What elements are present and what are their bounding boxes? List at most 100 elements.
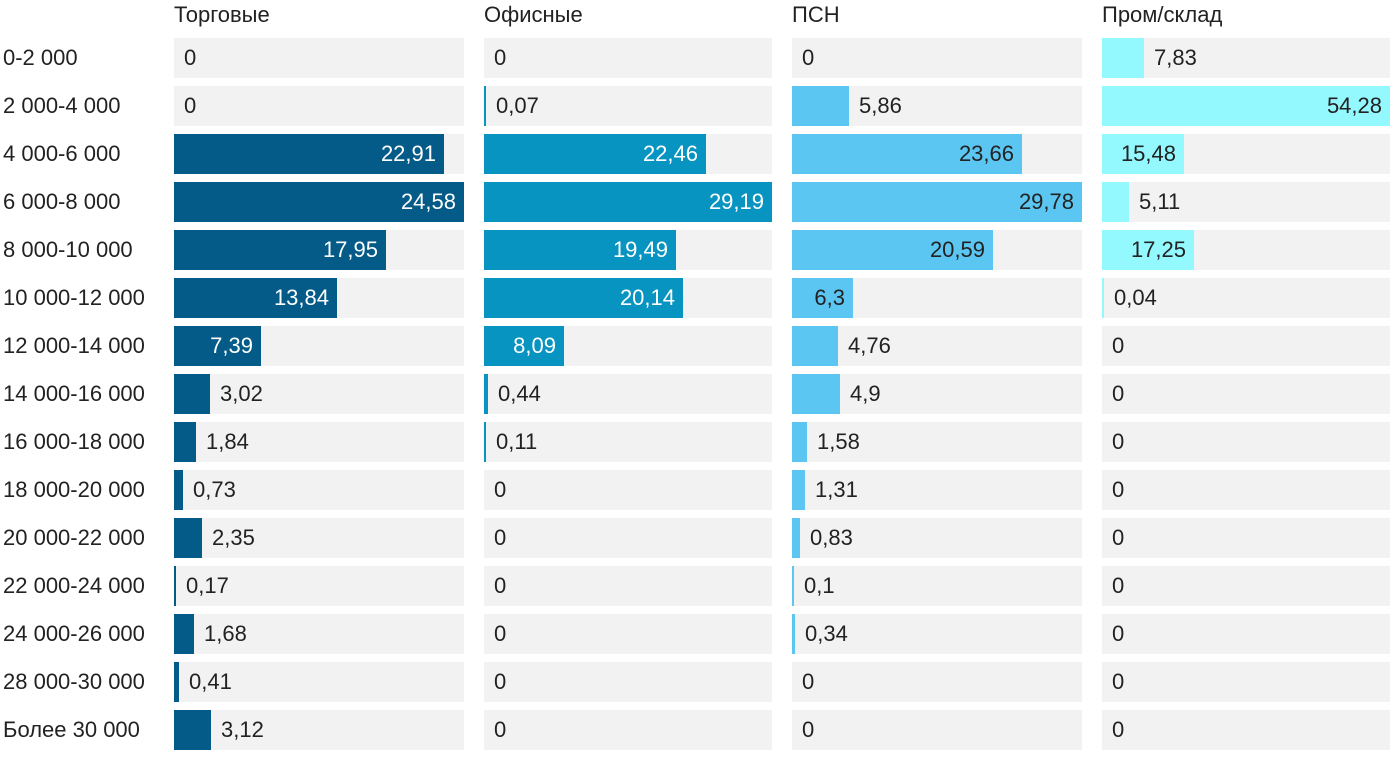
data-label: 1,58 (817, 429, 860, 454)
data-label: 0,1 (804, 573, 835, 598)
category-label: 14 000-16 000 (3, 381, 145, 406)
bar (792, 566, 794, 606)
data-label: 3,12 (221, 717, 264, 742)
bar-track: 0,04 (1102, 278, 1390, 318)
bar-track: 0 (792, 38, 1082, 78)
bar-track: 0,17 (174, 566, 464, 606)
category-label: 16 000-18 000 (3, 429, 145, 454)
bar-track: 22,46 (484, 134, 772, 174)
data-label: 0 (802, 717, 815, 742)
bar-track: 20,59 (792, 230, 1082, 270)
data-label: 3,02 (220, 381, 263, 406)
category-label: Более 30 000 (3, 717, 140, 742)
bar (484, 182, 772, 222)
bar (174, 326, 261, 366)
bar (792, 86, 849, 126)
data-label: 0,41 (189, 669, 232, 694)
bar-track: 4,76 (792, 326, 1082, 366)
data-label: 0 (184, 93, 197, 118)
bar (484, 326, 564, 366)
data-label: 0 (1112, 669, 1125, 694)
category-label: 10 000-12 000 (3, 285, 145, 310)
bar-track: 1,84 (174, 422, 464, 462)
bar-track: 0 (484, 518, 772, 558)
bar (1102, 230, 1194, 270)
data-label: 5,86 (859, 93, 902, 118)
data-label: 0,83 (810, 525, 853, 550)
bar-track: 0 (792, 710, 1082, 750)
data-label: 20,14 (619, 285, 675, 310)
bar-track: 17,95 (174, 230, 464, 270)
bar-track: 0 (484, 470, 772, 510)
bar-track: 0 (1102, 518, 1390, 558)
bar (174, 230, 386, 270)
bar-track: 0 (792, 662, 1082, 702)
bar-track: 2,35 (174, 518, 464, 558)
bar-track: 29,78 (792, 182, 1082, 222)
data-label: 0 (494, 477, 507, 502)
data-label: 0 (494, 669, 507, 694)
bar-track: 1,58 (792, 422, 1082, 462)
bar (174, 374, 210, 414)
data-label: 0 (1112, 621, 1125, 646)
bar (174, 134, 444, 174)
category-label: 22 000-24 000 (3, 573, 145, 598)
data-label: 4,76 (848, 333, 891, 358)
data-label: 0 (494, 717, 507, 742)
data-label: 0,11 (496, 429, 538, 454)
bar-track: 0 (1102, 566, 1390, 606)
bar (792, 374, 840, 414)
bar-track: 0,83 (792, 518, 1082, 558)
data-label: 7,39 (210, 333, 253, 358)
data-label: 0,07 (496, 93, 539, 118)
bar-track: 0,1 (792, 566, 1082, 606)
bar (484, 134, 706, 174)
bar-track: 5,11 (1102, 182, 1390, 222)
bar-track: 0 (1102, 422, 1390, 462)
bar-track: 0,73 (174, 470, 464, 510)
bar (792, 614, 795, 654)
bar (1102, 134, 1184, 174)
bar-track: 0 (484, 614, 772, 654)
category-label: 28 000-30 000 (3, 669, 145, 694)
bar-track: 0,07 (484, 86, 772, 126)
data-label: 5,11 (1139, 189, 1181, 214)
bar-track: 7,39 (174, 326, 464, 366)
data-label: 1,68 (204, 621, 247, 646)
data-label: 0 (494, 525, 507, 550)
category-label: 6 000-8 000 (3, 189, 121, 214)
bar (484, 278, 683, 318)
bar (792, 422, 807, 462)
bar (792, 518, 800, 558)
bar-track: 3,02 (174, 374, 464, 414)
bar (1102, 278, 1104, 318)
data-label: 0 (802, 669, 815, 694)
bar-track: 13,84 (174, 278, 464, 318)
bar-track: 3,12 (174, 710, 464, 750)
category-label: 8 000-10 000 (3, 237, 133, 262)
data-label: 1,84 (206, 429, 249, 454)
data-label: 1,31 (815, 477, 858, 502)
bar-track: 0,44 (484, 374, 772, 414)
category-label: 18 000-20 000 (3, 477, 145, 502)
bar-track: 0 (1102, 470, 1390, 510)
bar (174, 422, 196, 462)
data-label: 0 (184, 45, 197, 70)
bar-track: 0 (1102, 374, 1390, 414)
bar (792, 182, 1082, 222)
bar-track: 0,34 (792, 614, 1082, 654)
bar (174, 662, 179, 702)
bar (174, 278, 337, 318)
data-label: 0 (1112, 429, 1125, 454)
bar-track: 0 (174, 86, 464, 126)
data-label: 0,17 (186, 573, 229, 598)
bar (792, 230, 993, 270)
data-label: 4,9 (850, 381, 881, 406)
data-label: 0 (494, 573, 507, 598)
data-label: 54,28 (1326, 93, 1382, 118)
bar-track: 24,58 (174, 182, 464, 222)
bar-track: 4,9 (792, 374, 1082, 414)
bar (792, 278, 853, 318)
bar (174, 470, 183, 510)
